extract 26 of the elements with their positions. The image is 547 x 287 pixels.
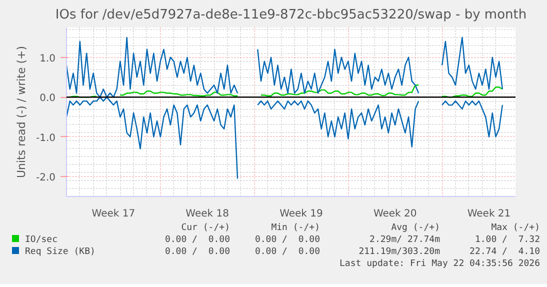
y-tick-label: -1.0 [36,132,56,144]
text: Last update: Fri May 22 04:35:56 2026 [338,258,540,270]
text: 1.00 / 7.32 [474,234,540,246]
text: Cur (-/+) [180,222,230,234]
y-tick-label: -2.0 [36,172,56,184]
y-tick-label: 1.0 [40,53,56,64]
text: 0.00 / 0.00 [254,246,320,258]
x-tick-label: Week 17 [92,208,136,220]
text: 2.29m/ 27.74m [368,234,440,246]
text: Max (-/+) [490,222,540,234]
x-tick-label: Week 20 [373,208,417,220]
x-tick-label: Week 18 [186,208,229,220]
x-tick-label: Week 21 [467,208,511,220]
text: Avg (-/+) [390,222,440,234]
text: Min (-/+) [270,222,320,234]
y-tick-label: 0.0 [40,93,56,104]
legend-label: IO/sec [24,234,59,246]
text: 0.00 / 0.00 [254,234,320,246]
text: 0.00 / 0.00 [164,246,230,258]
chart-title: IOs for /dev/e5d7927a-de8e-11e9-872c-bbc95ac53220/swap - by month [55,8,527,22]
text: 22.74 / 4.10 [468,246,540,258]
x-tick-label: Week 19 [280,208,323,220]
y-axis-title: Units read (-) / write (+) [14,46,28,178]
text: 0.00 / 0.00 [164,234,230,246]
legend-label: Req Size (KB) [24,246,96,258]
text: 211.19m/303.20m [358,246,440,258]
